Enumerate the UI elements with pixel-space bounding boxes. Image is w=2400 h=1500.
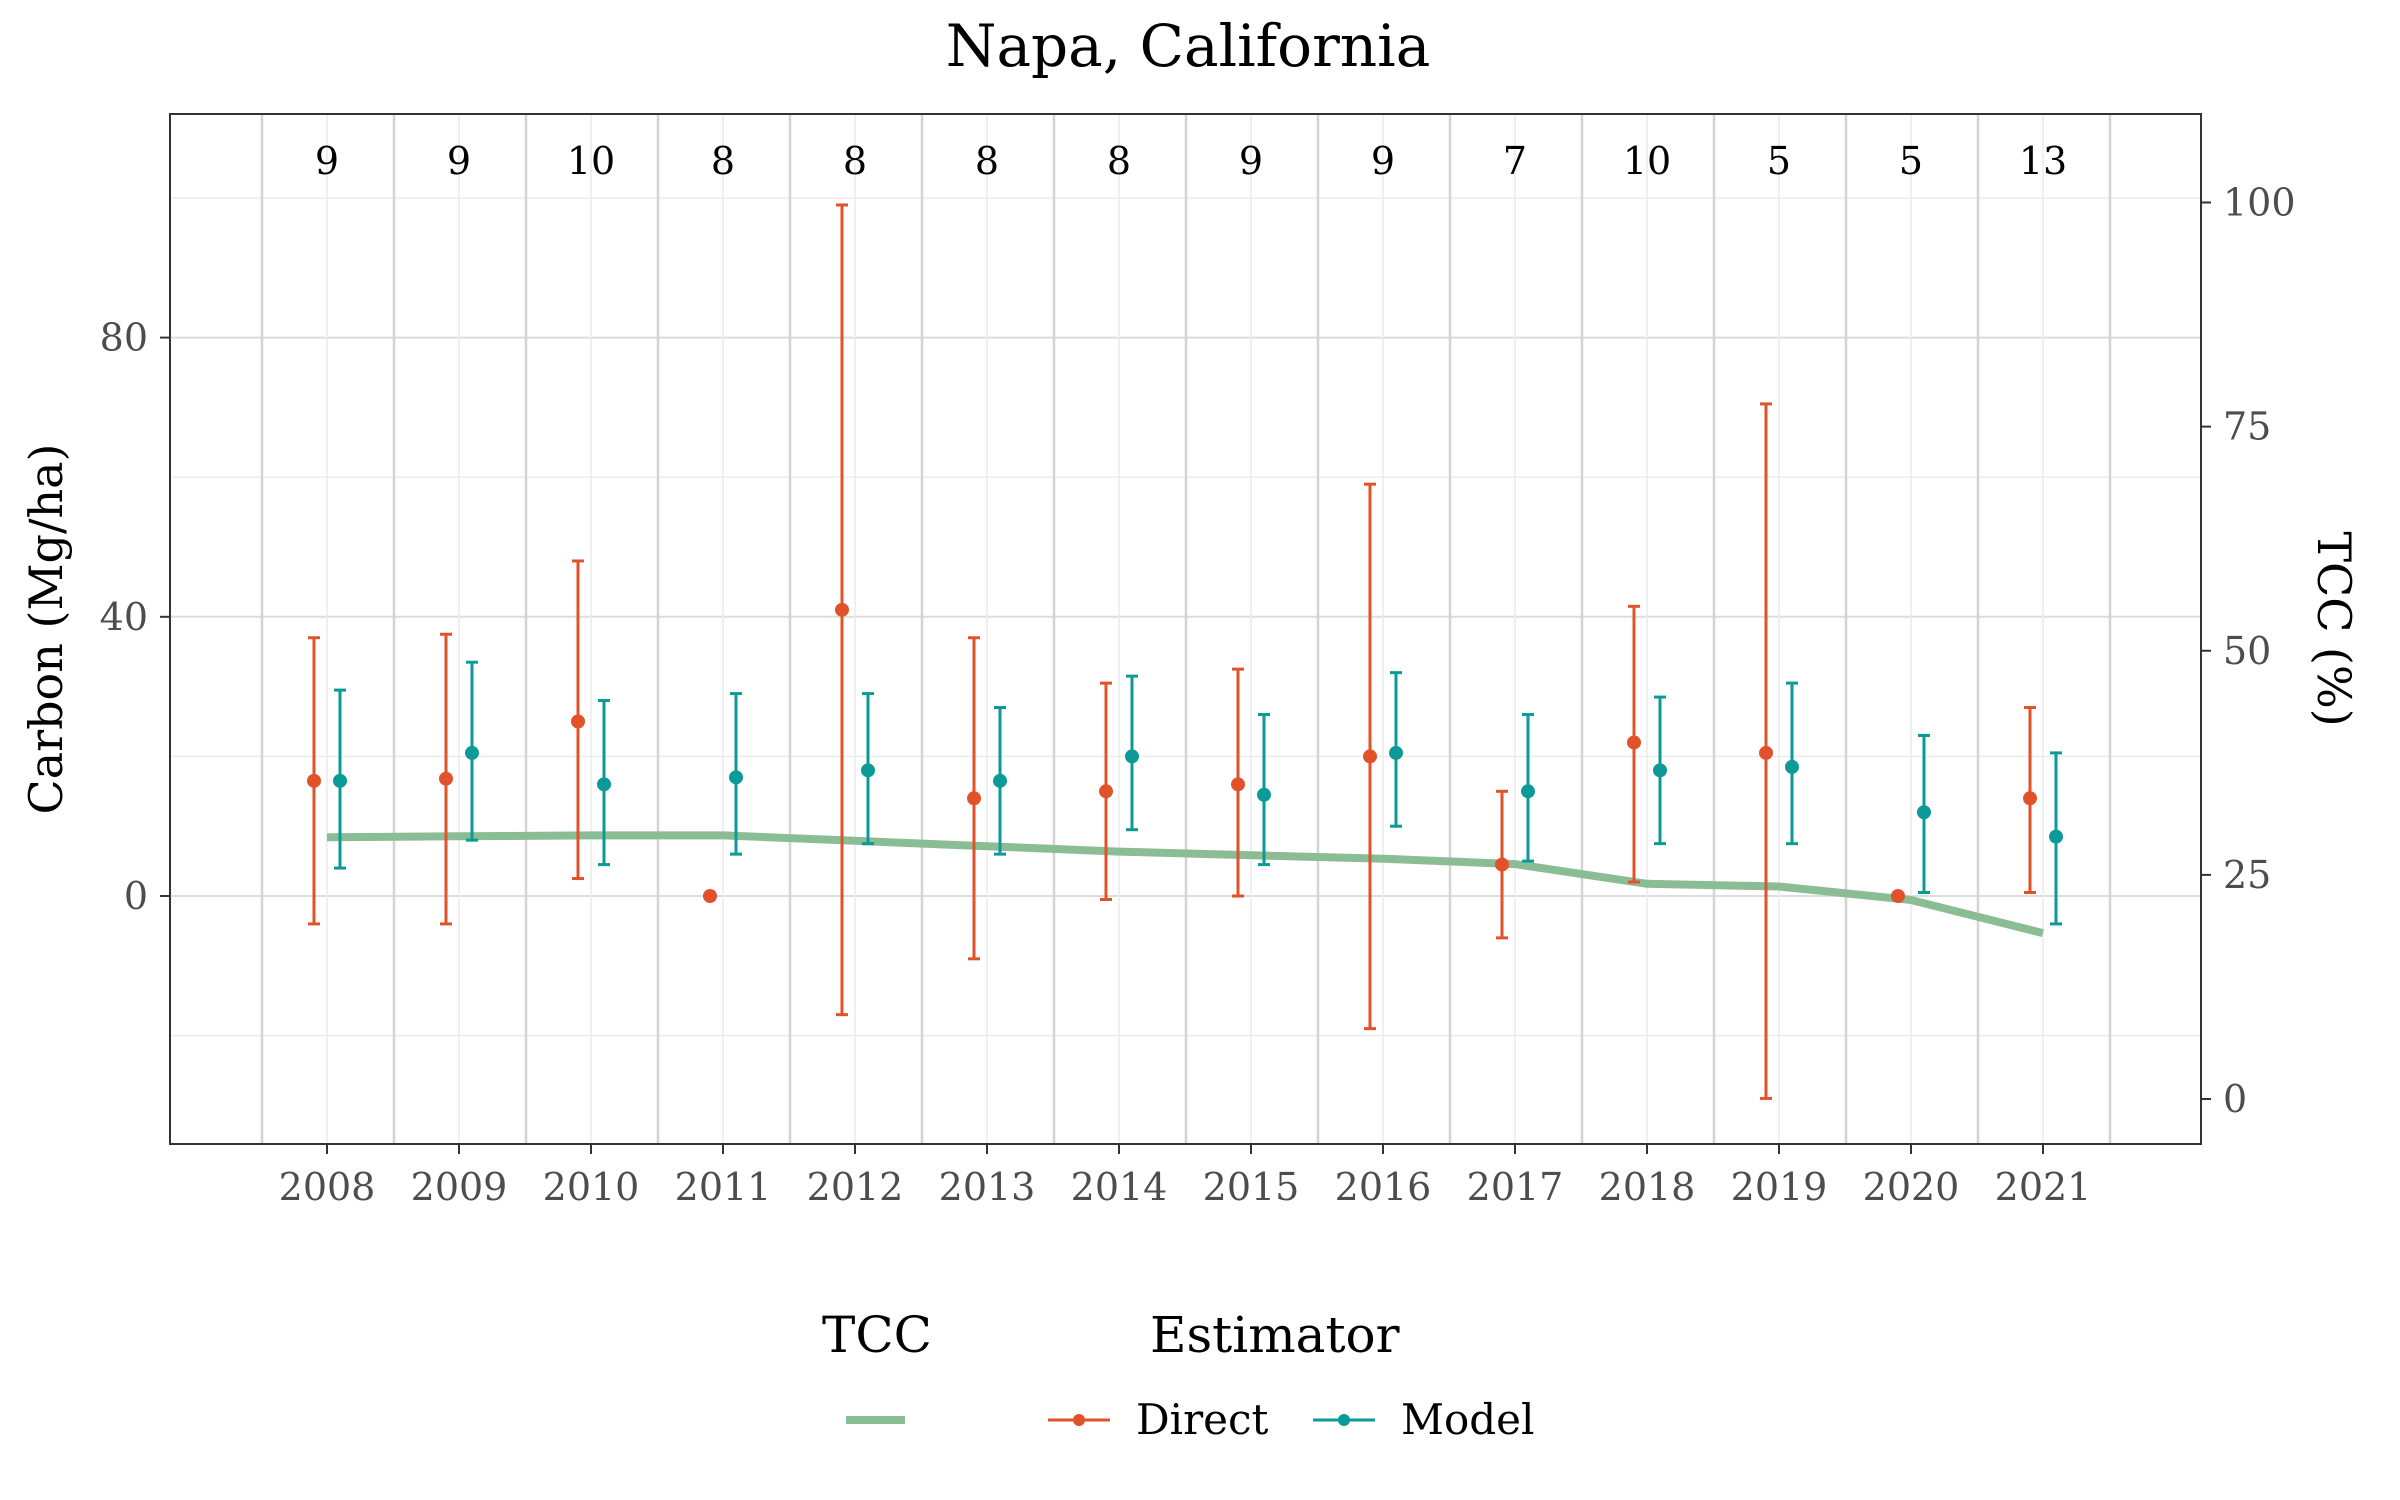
count-label: 8 xyxy=(1107,139,1131,183)
tcc-line xyxy=(326,831,2044,937)
direct-point xyxy=(2023,791,2037,806)
legend-title-tcc: TCC xyxy=(822,1306,932,1364)
direct-point xyxy=(835,602,849,617)
count-label: 8 xyxy=(843,139,867,183)
legend-label-direct: Direct xyxy=(1136,1395,1269,1444)
model-point xyxy=(333,773,347,788)
legend-key-model-point xyxy=(1338,1414,1350,1426)
y-tick-label: 80 xyxy=(100,316,148,360)
chart-title: Napa, California xyxy=(946,12,1431,80)
x-tick-label: 2021 xyxy=(1995,1165,2092,1209)
count-label: 5 xyxy=(1767,139,1791,183)
model-point xyxy=(729,770,743,785)
direct-point xyxy=(307,773,321,788)
x-tick-label: 2019 xyxy=(1731,1165,1828,1209)
model-point xyxy=(597,777,611,792)
model-point xyxy=(993,773,1007,788)
direct-point xyxy=(1099,784,1113,799)
axes-layer: 9 9 10 8 8 8 8 9 9 7 10 5 5 13 2008 2009 2010 2011 2012 201… xyxy=(100,139,2296,1209)
x-tick-label: 2018 xyxy=(1599,1165,1696,1209)
direct-point xyxy=(1231,777,1245,792)
x-tick-label: 2017 xyxy=(1467,1165,1564,1209)
y-axis-title: Carbon (Mg/ha) xyxy=(19,444,73,815)
direct-point xyxy=(967,791,981,806)
y-tick-label: 0 xyxy=(124,874,148,918)
x-tick-label: 2008 xyxy=(279,1165,376,1209)
count-label: 9 xyxy=(447,139,471,183)
x-tick-label: 2012 xyxy=(807,1165,904,1209)
tcc-layer xyxy=(326,831,2044,937)
grid-layer xyxy=(170,114,2201,1144)
y2-axis-title: TCC (%) xyxy=(2307,531,2361,726)
x-tick-label: 2013 xyxy=(939,1165,1036,1209)
count-label: 7 xyxy=(1503,139,1527,183)
count-label: 9 xyxy=(1239,139,1263,183)
marks-layer xyxy=(307,203,2063,1100)
count-label: 13 xyxy=(2019,139,2067,183)
direct-point xyxy=(1891,889,1905,903)
direct-point xyxy=(439,771,453,786)
model-point xyxy=(1653,763,1667,778)
legend-label-model: Model xyxy=(1401,1395,1534,1444)
direct-point xyxy=(1759,745,1773,760)
legend-key-direct-point xyxy=(1073,1414,1085,1426)
y2-tick-label: 0 xyxy=(2223,1077,2247,1121)
model-point xyxy=(1257,787,1271,802)
x-tick-label: 2015 xyxy=(1203,1165,1300,1209)
count-label: 9 xyxy=(315,139,339,183)
model-point xyxy=(1521,784,1535,799)
count-label: 8 xyxy=(711,139,735,183)
count-label: 5 xyxy=(1899,139,1923,183)
count-label: 10 xyxy=(1623,139,1671,183)
model-point xyxy=(1785,759,1799,774)
model-point xyxy=(1389,745,1403,760)
model-point xyxy=(465,745,479,760)
model-point xyxy=(861,763,875,778)
direct-point xyxy=(571,714,585,729)
x-tick-label: 2011 xyxy=(675,1165,772,1209)
y2-tick-label: 75 xyxy=(2223,405,2271,449)
count-label: 9 xyxy=(1371,139,1395,183)
y2-tick-label: 50 xyxy=(2223,629,2271,673)
direct-point xyxy=(703,889,717,903)
y2-tick-label: 100 xyxy=(2223,181,2296,225)
model-point xyxy=(1917,805,1931,820)
x-tick-label: 2014 xyxy=(1071,1165,1168,1209)
direct-point xyxy=(1363,749,1377,764)
legend: TCC Estimator Direct Model xyxy=(822,1306,1534,1444)
panel-border xyxy=(169,113,2202,1145)
x-tick-label: 2010 xyxy=(543,1165,640,1209)
count-label: 8 xyxy=(975,139,999,183)
direct-point xyxy=(1627,735,1641,750)
direct-point xyxy=(1495,857,1509,872)
y2-tick-label: 25 xyxy=(2223,853,2271,897)
x-tick-label: 2009 xyxy=(411,1165,508,1209)
x-tick-label: 2016 xyxy=(1335,1165,1432,1209)
y-tick-label: 40 xyxy=(100,595,148,639)
x-tick-label: 2020 xyxy=(1863,1165,1960,1209)
legend-title-estimator: Estimator xyxy=(1150,1306,1400,1364)
model-point xyxy=(1125,749,1139,764)
count-label: 10 xyxy=(567,139,615,183)
model-point xyxy=(2049,829,2063,844)
